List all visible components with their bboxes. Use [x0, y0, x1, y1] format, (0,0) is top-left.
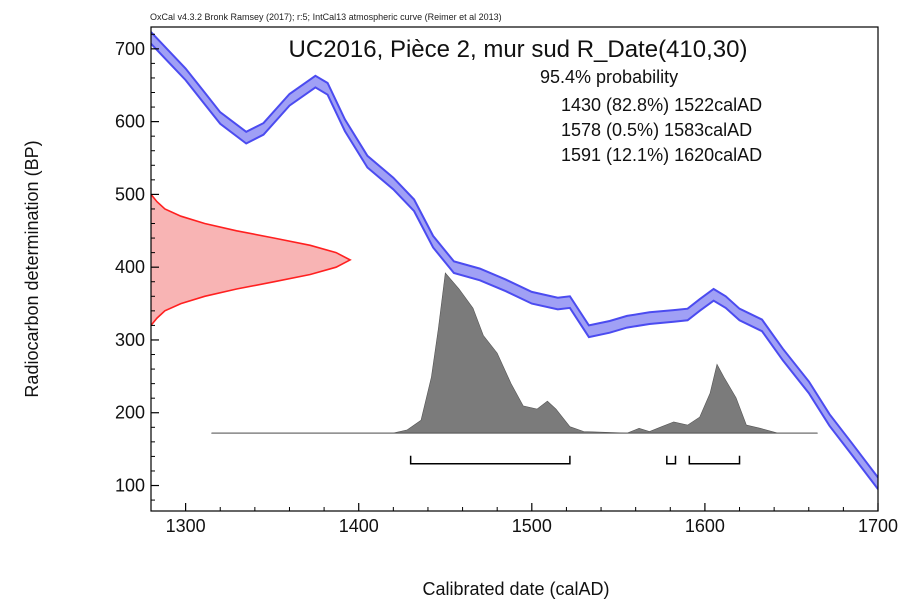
range-label-2: 1578 (0.5%) 1583calAD	[561, 120, 752, 140]
x-tick-label: 1600	[685, 516, 725, 536]
range-labels: 1430 (82.8%) 1522calAD 1578 (0.5%) 1583ca…	[561, 95, 762, 165]
range-label-1: 1430 (82.8%) 1522calAD	[561, 95, 762, 115]
y-tick-label: 300	[115, 330, 145, 350]
y-axis-title: Radiocarbon determination (BP)	[22, 140, 42, 397]
chart-title: UC2016, Pièce 2, mur sud R_Date(410,30)	[289, 36, 748, 63]
range-bracket-3	[688, 455, 741, 465]
x-tick-label: 1500	[512, 516, 552, 536]
calibration-curve-upper	[151, 31, 878, 479]
radiocarbon-distribution-fill	[151, 194, 351, 326]
y-tick-label: 500	[115, 184, 145, 204]
software-credit: OxCal v4.3.2 Bronk Ramsey (2017); r:5; I…	[150, 12, 502, 22]
range-bracket-2	[666, 455, 677, 465]
x-axis-title: Calibrated date (calAD)	[422, 579, 609, 599]
posterior-distribution	[210, 272, 819, 434]
y-tick-label: 200	[115, 403, 145, 423]
radiocarbon-distribution-line	[151, 193, 352, 326]
y-tick-label: 600	[115, 112, 145, 132]
y-tick-label: 400	[115, 257, 145, 277]
calibration-curve-lower	[151, 43, 878, 490]
plot-layers	[151, 31, 878, 490]
range-bracket-1	[409, 455, 571, 465]
x-tick-label: 1400	[339, 516, 379, 536]
x-tick-label: 1300	[166, 516, 206, 536]
x-tick-label: 1700	[858, 516, 898, 536]
range-label-3: 1591 (12.1%) 1620calAD	[561, 145, 762, 165]
axes: 1300 1400 1500 1600 1700 100 200 300 400 500 600 70…	[115, 33, 898, 536]
y-tick-label: 700	[115, 39, 145, 59]
plot-frame	[150, 26, 879, 512]
probability-label: 95.4% probability	[540, 67, 678, 87]
plot-area	[151, 31, 878, 490]
y-tick-label: 100	[115, 476, 145, 496]
